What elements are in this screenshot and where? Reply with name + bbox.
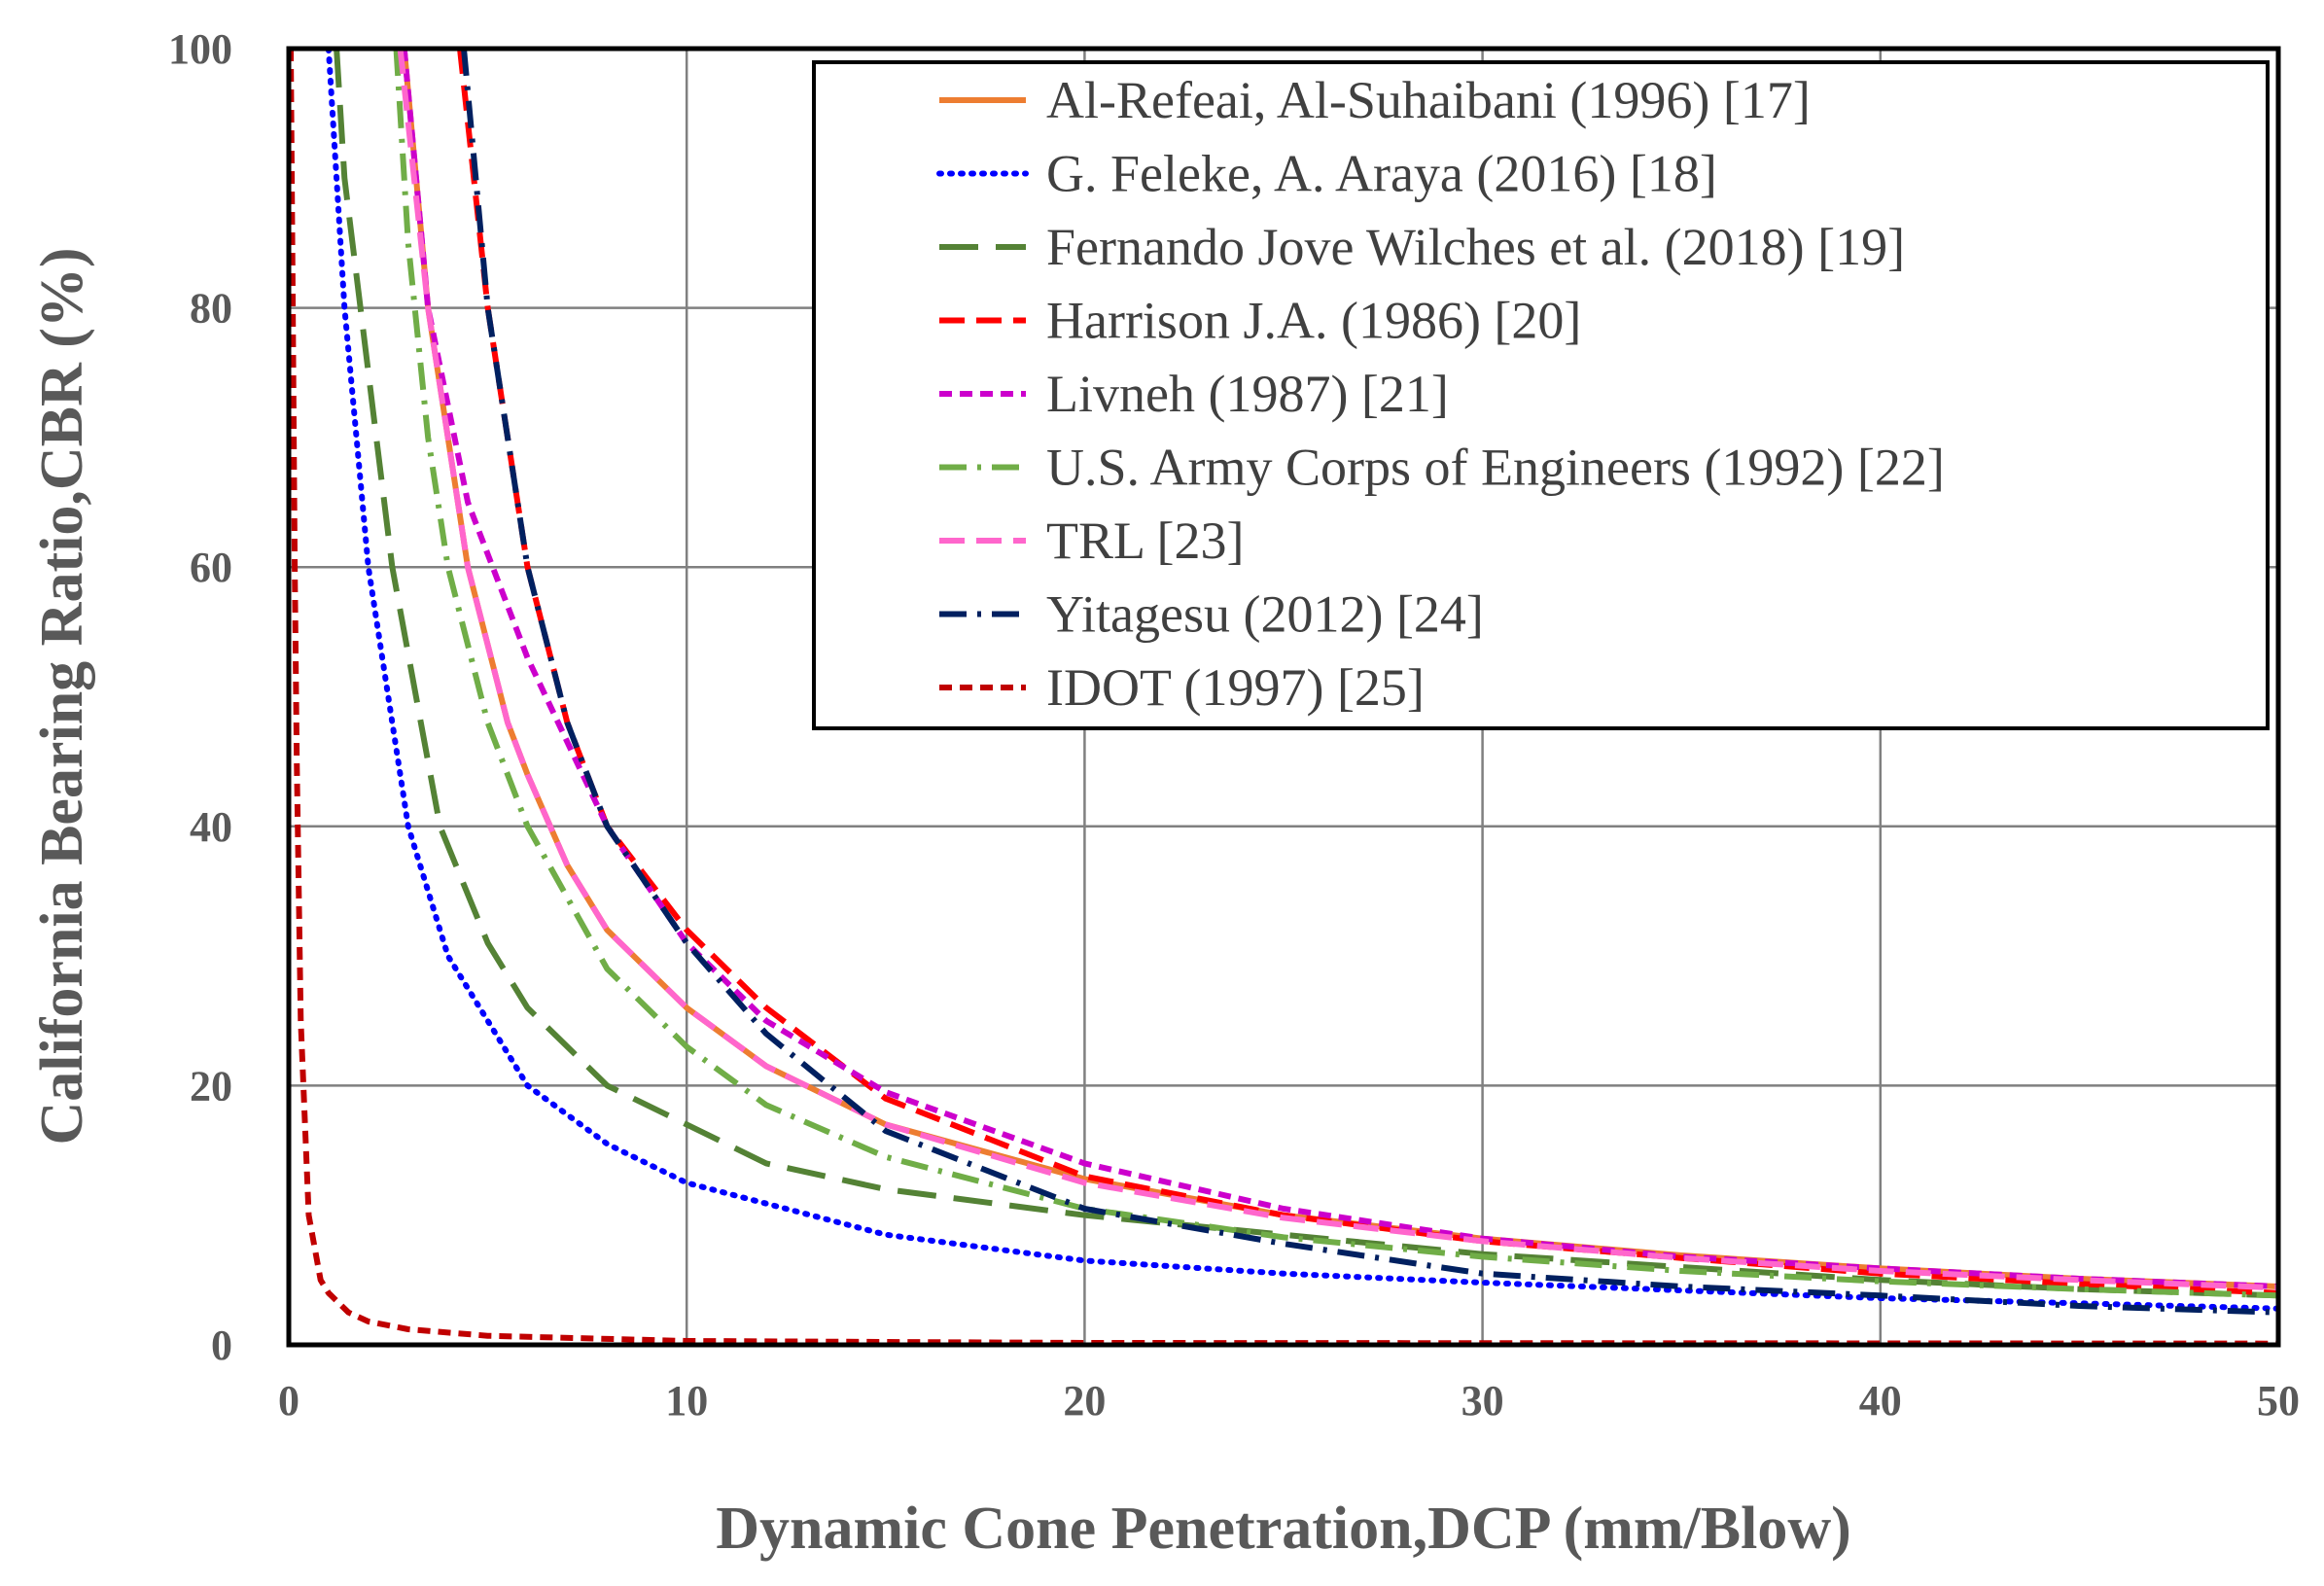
series-line-3 [334,49,2278,1299]
y-tick-label: 80 [190,285,232,333]
y-tick-labels: 0 20 40 60 80 100 [168,25,232,1369]
y-tick-label: 40 [190,803,232,851]
legend-box [812,60,2270,730]
x-tick-label: 20 [1063,1377,1106,1425]
x-tick-label: 10 [665,1377,708,1425]
legend: Al-Refeai, Al-Suhaibani (1996) [17] G. Fe… [812,60,2270,730]
y-tick-label: 0 [211,1322,232,1369]
y-tick-label: 20 [190,1062,232,1110]
legend-label-4: Harrison J.A. (1986) [20] [1046,292,1581,350]
legend-label-3: Fernando Jove Wilches et al. (2018) [19] [1046,218,1905,276]
legend-label-9: IDOT (1997) [25] [1046,658,1425,717]
x-tick-label: 40 [1859,1377,1902,1425]
series-line-4 [457,49,2278,1296]
legend-label-2: G. Feleke, A. Araya (2016) [18] [1046,145,1717,203]
legend-label-1: Al-Refeai, Al-Suhaibani (1996) [17] [1046,71,1811,129]
legend-label-5: Livneh (1987) [21] [1046,365,1449,423]
legend-label-6: U.S. Army Corps of Engineers (1992) [22] [1046,439,1945,497]
y-axis-title: California Bearing Ratio,CBR (%) [29,247,95,1145]
series-line-9 [289,49,2278,1345]
x-tick-labels: 0 10 20 30 40 50 [278,1377,2300,1425]
x-tick-label: 0 [278,1377,299,1425]
x-tick-label: 50 [2257,1377,2300,1425]
plot-border [286,46,2281,1348]
legend-label-7: TRL [23] [1046,511,1244,570]
x-tick-label: 30 [1461,1377,1504,1425]
series-line-8 [461,49,2278,1316]
series-line-6 [393,49,2278,1299]
series-line-7 [397,49,2278,1291]
series-line-2 [325,49,2278,1312]
y-tick-label: 60 [190,544,232,591]
y-tick-label: 100 [168,25,232,73]
legend-label-8: Yitagesu (2012) [24] [1046,585,1484,644]
x-axis-title: Dynamic Cone Penetration,DCP (mm/Blow) [716,1496,1851,1562]
series-layer [289,49,2278,1345]
